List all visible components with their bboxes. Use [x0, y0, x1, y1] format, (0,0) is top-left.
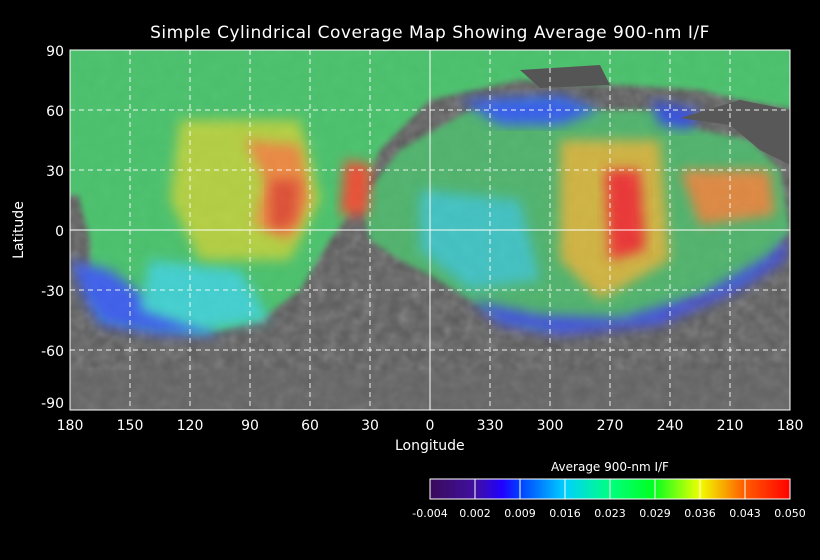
x-tick-label: 180: [56, 418, 84, 434]
chart-title: Simple Cylindrical Coverage Map Showing …: [150, 23, 710, 43]
y-axis-label: Latitude: [10, 201, 27, 259]
y-tick-label: 0: [55, 224, 64, 240]
x-tick-label: 210: [716, 418, 744, 434]
colorbar-tick-label: 0.023: [594, 507, 626, 520]
x-tick-label: 30: [361, 418, 379, 434]
colorbar: [429, 478, 791, 500]
x-tick-label: 300: [536, 418, 564, 434]
x-tick-label: 0: [425, 418, 435, 434]
colorbar-tick-label: 0.036: [684, 507, 716, 520]
y-tick-label: -90: [41, 396, 64, 412]
colorbar-title: Average 900-nm I/F: [551, 460, 669, 474]
colorbar-tick-label: 0.016: [549, 507, 581, 520]
x-tick-label: 150: [116, 418, 144, 434]
colorbar-tick-label: 0.002: [459, 507, 491, 520]
y-tick-label: -30: [41, 284, 64, 300]
y-tick-label: -60: [41, 344, 64, 360]
x-tick-label: 60: [301, 418, 319, 434]
colorbar-tick-label: 0.050: [774, 507, 806, 520]
y-tick-label: 30: [46, 164, 64, 180]
x-tick-label: 180: [776, 418, 804, 434]
x-tick-label: 90: [241, 418, 259, 434]
unmapped-region: [680, 100, 790, 165]
coverage-overlay: [70, 50, 790, 335]
colorbar-tick-label: 0.029: [639, 507, 671, 520]
y-tick-label: 90: [46, 44, 64, 60]
y-tick-label: 60: [46, 104, 64, 120]
x-tick-label: 330: [476, 418, 504, 434]
x-tick-label: 240: [656, 418, 684, 434]
x-axis-label: Longitude: [395, 438, 465, 454]
x-tick-label: 270: [596, 418, 624, 434]
unmapped-region: [520, 65, 610, 88]
colorbar-tick-label: 0.009: [504, 507, 536, 520]
colorbar-tick-label: 0.043: [729, 507, 761, 520]
plot-frame: [69, 49, 791, 411]
colorbar-tick-label: -0.004: [412, 507, 448, 520]
x-tick-label: 120: [176, 418, 204, 434]
